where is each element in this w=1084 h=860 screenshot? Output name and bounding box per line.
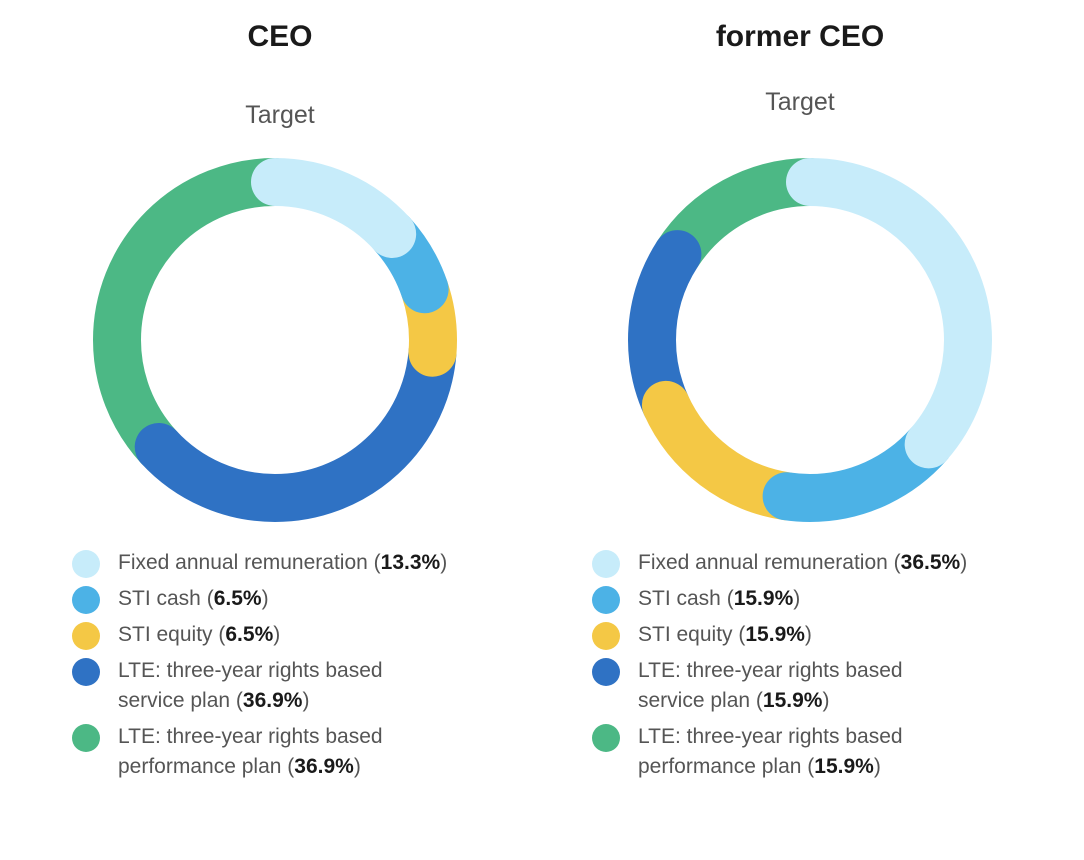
legend-label: STI cash (6.5%) xyxy=(118,587,269,610)
donut-segment-4 xyxy=(628,158,992,522)
donut-chart-former-ceo xyxy=(628,158,992,522)
legend-item: LTE: three-year rights based performance … xyxy=(592,722,1032,782)
legend-label: Fixed annual remuneration (36.5%) xyxy=(638,551,968,574)
legend-value: 15.9% xyxy=(762,689,823,712)
donut-segment-1 xyxy=(93,158,457,522)
legend-label: LTE: three-year rights based performance … xyxy=(638,725,903,778)
legend-swatch xyxy=(592,658,620,686)
legend-label: STI equity (15.9%) xyxy=(638,623,812,646)
legend-swatch xyxy=(592,586,620,614)
legend-label: LTE: three-year rights based service plan… xyxy=(118,659,383,712)
legend-value: 36.5% xyxy=(900,551,961,574)
legend-item: STI cash (15.9%) xyxy=(592,584,1032,614)
legend-swatch xyxy=(592,550,620,578)
legend-value: 13.3% xyxy=(380,551,441,574)
legend-ceo: Fixed annual remuneration (13.3%) STI cas… xyxy=(72,548,512,782)
chart-ceo: CEO Target Fixed annual remuneration (13… xyxy=(40,0,520,860)
chart-title: former CEO xyxy=(715,20,885,53)
legend-swatch xyxy=(72,622,100,650)
chart-former-ceo: former CEO Target Fixed annual remunerat… xyxy=(560,0,1040,860)
donut-segment-1 xyxy=(628,158,992,522)
legend-swatch xyxy=(72,586,100,614)
chart-subtitle: Target xyxy=(245,101,315,129)
legend-item: Fixed annual remuneration (13.3%) xyxy=(72,548,512,578)
legend-item: Fixed annual remuneration (36.5%) xyxy=(592,548,1032,578)
legend-swatch xyxy=(72,724,100,752)
legend-value: 15.9% xyxy=(814,755,874,778)
legend-item: STI equity (6.5%) xyxy=(72,620,512,650)
legend-swatch xyxy=(72,550,100,578)
legend-swatch xyxy=(72,658,100,686)
legend-item: STI equity (15.9%) xyxy=(592,620,1032,650)
donut-segment-2 xyxy=(628,158,992,522)
donut-segment-3 xyxy=(93,158,457,522)
legend-value: 36.9% xyxy=(294,755,354,778)
legend-label: LTE: three-year rights based service plan… xyxy=(638,659,903,712)
legend-value: 36.9% xyxy=(242,689,303,712)
legend-label: STI equity (6.5%) xyxy=(118,623,281,646)
legend-former-ceo: Fixed annual remuneration (36.5%) STI cas… xyxy=(592,548,1032,782)
legend-value: 15.9% xyxy=(733,587,794,610)
legend-value: 6.5% xyxy=(225,623,274,646)
legend-label: Fixed annual remuneration (13.3%) xyxy=(118,551,448,574)
legend-label: STI cash (15.9%) xyxy=(638,587,801,610)
chart-title: CEO xyxy=(247,20,313,53)
legend-swatch xyxy=(592,622,620,650)
legend-item: LTE: three-year rights based performance … xyxy=(72,722,512,782)
legend-value: 15.9% xyxy=(745,623,805,646)
legend-swatch xyxy=(592,724,620,752)
legend-value: 6.5% xyxy=(213,587,262,610)
legend-item: LTE: three-year rights based service plan… xyxy=(72,656,512,716)
chart-subtitle: Target xyxy=(765,88,835,116)
legend-item: LTE: three-year rights based service plan… xyxy=(592,656,1032,716)
legend-label: LTE: three-year rights based performance … xyxy=(118,725,383,778)
legend-item: STI cash (6.5%) xyxy=(72,584,512,614)
donut-chart-ceo xyxy=(93,158,457,522)
